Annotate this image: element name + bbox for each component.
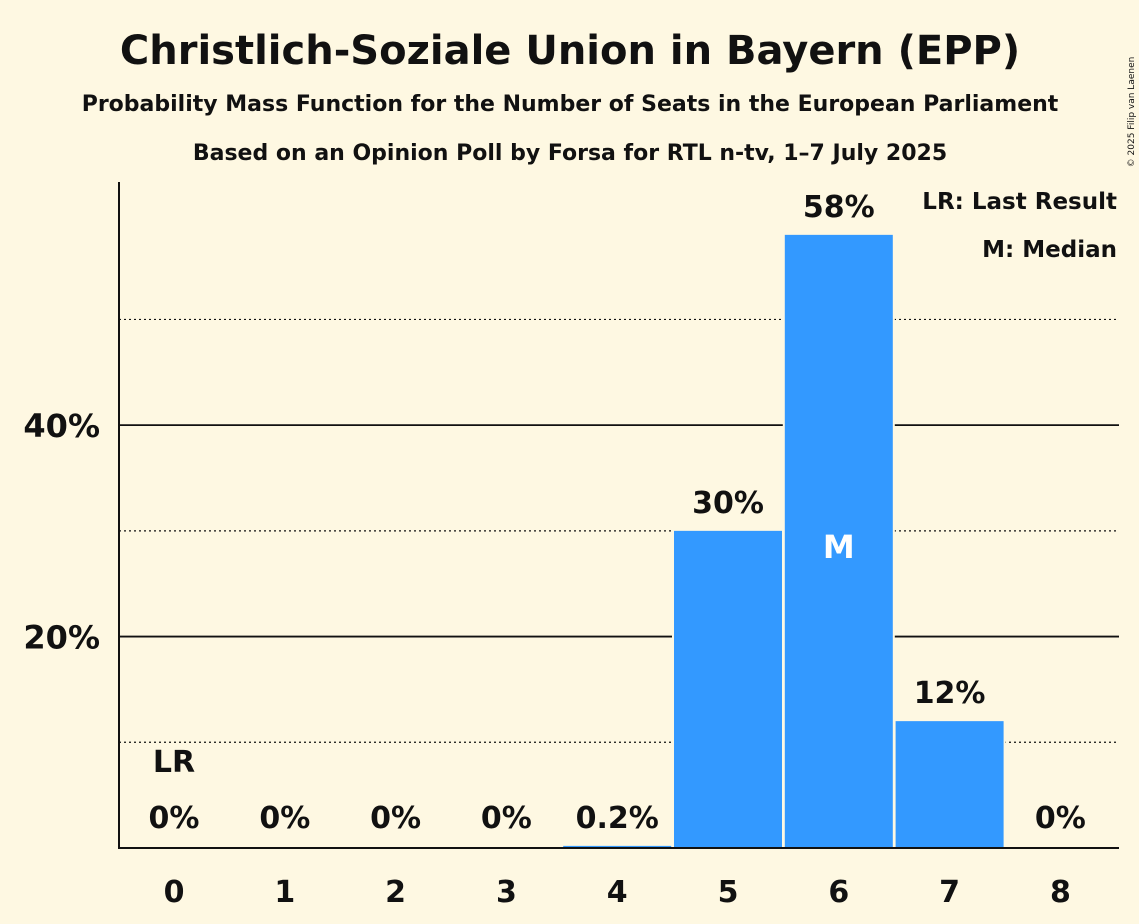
bar-value-label: 0%	[1035, 801, 1086, 836]
bar-value-label: 30%	[692, 486, 764, 521]
bar-value-label: 0%	[259, 801, 310, 836]
bar	[895, 721, 1004, 848]
bar-value-label: 58%	[803, 190, 875, 225]
bar	[784, 234, 893, 848]
last-result-marker: LR	[153, 745, 195, 780]
y-tick-label: 20%	[23, 619, 100, 657]
x-tick-label: 2	[385, 875, 406, 910]
x-tick-label: 7	[939, 875, 960, 910]
bar	[563, 845, 672, 848]
bar-value-label: 0%	[481, 801, 532, 836]
x-tick-label: 5	[718, 875, 739, 910]
x-tick-label: 6	[828, 875, 849, 910]
x-tick-label: 3	[496, 875, 517, 910]
x-tick-label: 1	[274, 875, 295, 910]
x-tick-label: 8	[1050, 875, 1071, 910]
chart-subtitle: Probability Mass Function for the Number…	[82, 92, 1059, 117]
bar-value-label: 0%	[149, 801, 200, 836]
legend-last-result: LR: Last Result	[922, 189, 1117, 215]
copyright-note: © 2025 Filip van Laenen	[1127, 57, 1137, 168]
bar	[674, 530, 782, 848]
y-tick-label: 40%	[23, 407, 100, 445]
grid-layer	[119, 318, 1119, 743]
legend-median: M: Median	[982, 237, 1117, 263]
median-marker: M	[823, 528, 855, 566]
bar-value-label: 0.2%	[576, 801, 659, 836]
x-tick-label: 4	[607, 875, 628, 910]
chart-subtitle-source: Based on an Opinion Poll by Forsa for RT…	[193, 141, 947, 166]
labels-layer: 20%40%0%00%10%20%30.2%430%558%612%70%8LR…	[23, 190, 1085, 910]
x-tick-label: 0	[164, 875, 185, 910]
bar-gap	[561, 822, 674, 848]
axes-layer	[118, 182, 1119, 849]
bars-layer	[561, 228, 1006, 848]
chart-title: Christlich-Soziale Union in Bayern (EPP)	[120, 28, 1020, 74]
bar-value-label: 12%	[914, 676, 986, 711]
bar-value-label: 0%	[370, 801, 421, 836]
